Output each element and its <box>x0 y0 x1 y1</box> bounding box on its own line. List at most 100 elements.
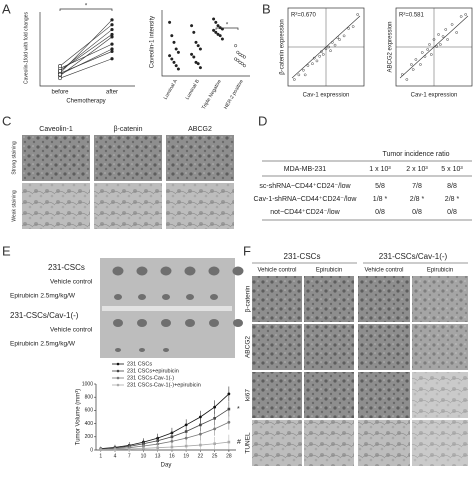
point <box>176 67 180 71</box>
tumor <box>114 294 122 300</box>
point <box>170 440 174 443</box>
annotation: # <box>237 439 241 446</box>
point <box>214 20 218 24</box>
significance: * <box>226 23 229 29</box>
point <box>236 50 240 54</box>
row-label: Epirubicin 2.5mg/kg/W <box>10 341 76 348</box>
tumor <box>184 266 196 276</box>
micrograph <box>358 276 410 322</box>
micrograph <box>412 372 468 418</box>
micrograph <box>412 420 468 466</box>
table-cell: sc-shRNA−CD44⁺CD24⁻/low <box>259 183 351 190</box>
point <box>411 68 415 71</box>
column-label: Epirubicin <box>316 268 342 274</box>
point <box>429 53 433 56</box>
point <box>227 440 231 444</box>
y-tick-label: 600 <box>85 408 94 414</box>
micrograph <box>166 183 234 229</box>
point <box>234 57 238 61</box>
point <box>110 32 114 37</box>
micrograph <box>304 372 354 418</box>
table-cell: 0/8 <box>412 209 422 216</box>
point <box>333 43 337 47</box>
table-header: 5 x 10³ <box>441 166 463 173</box>
axis-label: β-catenin expression <box>280 19 286 74</box>
micrograph <box>252 324 302 370</box>
point <box>190 24 194 28</box>
series-line <box>100 441 229 451</box>
x-tick-label: before <box>51 90 69 96</box>
y-tick-label: 400 <box>85 421 94 427</box>
point <box>227 420 231 424</box>
point <box>110 27 114 32</box>
legend-label: 231 CSCs-Cav-1(-)+epirubicin <box>127 382 201 388</box>
point <box>110 57 114 61</box>
panel-label: F <box>243 243 251 258</box>
point <box>212 28 216 32</box>
point <box>199 443 202 447</box>
point <box>190 52 194 56</box>
point <box>110 23 114 27</box>
micrograph <box>22 135 90 181</box>
point <box>318 54 322 58</box>
point <box>336 36 340 40</box>
axis-label: Tumor Volume (mm³) <box>76 389 82 445</box>
point <box>432 38 436 41</box>
point <box>450 23 454 26</box>
row-label: Vehicle control <box>50 279 93 286</box>
micrograph <box>94 183 162 229</box>
table-cell: not−CD44⁺CD24⁻/low <box>270 209 340 216</box>
tumor <box>162 294 170 300</box>
point <box>113 448 117 451</box>
point <box>216 24 220 28</box>
annotation: * <box>237 406 240 413</box>
point <box>321 53 325 56</box>
table-header: 1 x 10³ <box>369 166 391 173</box>
point <box>172 60 176 64</box>
point <box>199 432 202 436</box>
bracket <box>59 8 113 11</box>
micrograph <box>94 135 162 181</box>
x-tick-label: 7 <box>128 453 131 459</box>
point <box>192 30 196 34</box>
legend-marker <box>116 376 120 380</box>
table-cell: 0/8 <box>375 209 385 216</box>
point <box>438 43 442 46</box>
point <box>342 34 346 38</box>
row-label: β-catenin <box>245 285 252 312</box>
series-line <box>100 408 230 450</box>
point <box>242 64 246 68</box>
micrograph <box>22 183 90 229</box>
tumor <box>139 348 145 352</box>
x-tick-label: HER-2 positive <box>223 78 245 110</box>
table-cell: 7/8 <box>412 183 422 190</box>
point <box>428 43 431 46</box>
point <box>297 73 301 77</box>
x-tick-label: after <box>106 90 118 96</box>
point <box>292 78 296 81</box>
point <box>184 444 188 448</box>
point <box>142 447 145 450</box>
point <box>437 33 440 36</box>
group-title: 231-CSCs <box>48 263 85 272</box>
point <box>238 52 242 56</box>
x-tick-label: Triple Negative <box>201 78 223 110</box>
point <box>58 72 62 77</box>
pair-line <box>59 51 113 74</box>
point <box>174 47 178 51</box>
row-label: Vehicle control <box>50 327 93 334</box>
table-cell: 2/8 * <box>445 196 460 203</box>
tumor <box>209 319 219 327</box>
row-label: ki67 <box>245 389 252 401</box>
axis-label: Caveolin-1fold with fold changes <box>23 12 29 84</box>
bracket <box>215 27 239 30</box>
point <box>192 55 196 59</box>
point <box>213 427 217 431</box>
point <box>216 32 220 36</box>
point <box>330 41 334 44</box>
tumor <box>163 348 169 352</box>
fit-line <box>291 15 361 79</box>
point <box>184 423 188 427</box>
point <box>172 40 176 44</box>
point <box>174 64 178 68</box>
